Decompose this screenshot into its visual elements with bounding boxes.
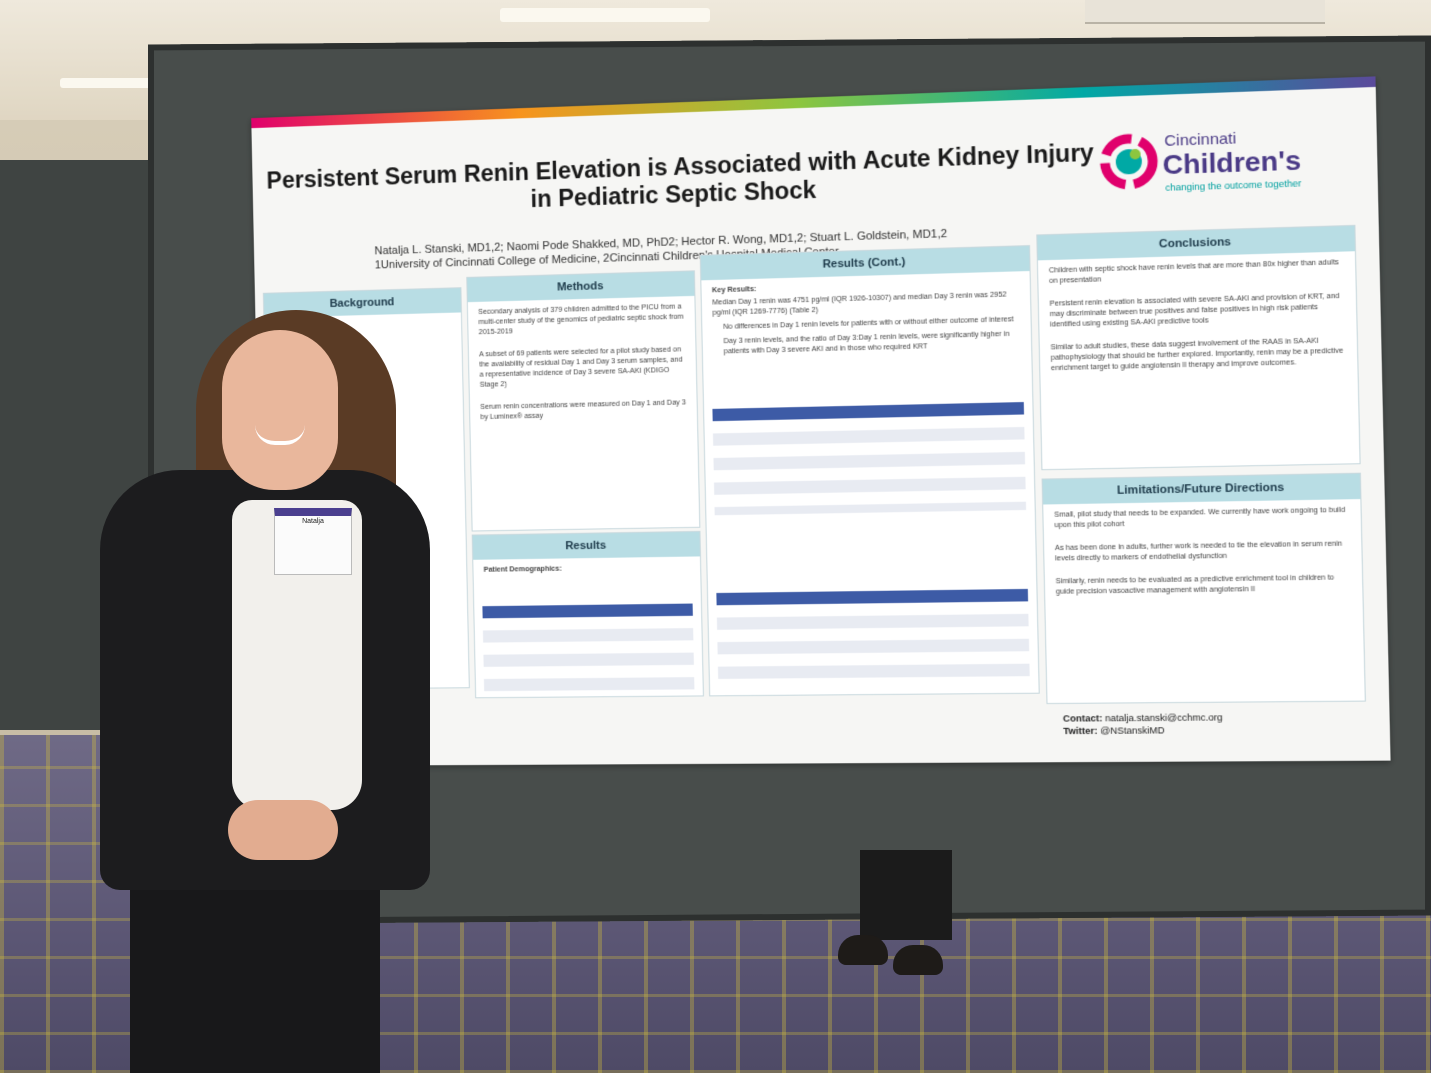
cincinnati-childrens-logo: Cincinnati Children's changing the outco…	[1099, 119, 1364, 201]
methods-item: A subset of 69 patients were selected fo…	[479, 346, 683, 389]
results-heading: Results	[472, 531, 700, 560]
limitation-item: Small, pilot study that needs to be expa…	[1054, 506, 1346, 530]
conclusion-item: Similar to adult studies, these data sug…	[1050, 337, 1344, 373]
risk-stratified-table	[716, 588, 1030, 688]
presenter-smile	[255, 425, 305, 445]
limitation-item: Similarly, renin needs to be evaluated a…	[1055, 574, 1335, 596]
conclusions-section: Conclusions Children with septic shock h…	[1036, 224, 1361, 471]
renin-levels-table	[712, 402, 1027, 516]
limitations-section: Limitations/Future Directions Small, pil…	[1041, 472, 1366, 705]
logo-line-2: Children's	[1162, 144, 1302, 181]
demographics-table	[482, 603, 695, 695]
limitation-item: As has been done in adults, further work…	[1054, 540, 1343, 563]
conclusion-item: Persistent renin elevation is associated…	[1049, 292, 1340, 329]
results-cont-section: Results (Cont.) Key Results: Median Day …	[699, 245, 1040, 697]
name-badge: Natalja	[274, 508, 352, 575]
ceiling-light	[500, 8, 710, 22]
badge-name: Natalja	[302, 518, 324, 525]
poster-title: Persistent Serum Renin Elevation is Asso…	[266, 138, 1095, 213]
shoe	[893, 945, 943, 975]
patient-demographics-label: Patient Demographics:	[483, 565, 562, 574]
presenter-hands	[228, 800, 338, 860]
contact-info: Contact: natalja.stanski@cchmc.org Twitt…	[1063, 711, 1223, 737]
contact-email: natalja.stanski@cchmc.org	[1105, 712, 1223, 724]
ceiling-vent	[1085, 0, 1325, 24]
ceiling-light	[60, 78, 210, 88]
methods-item: Secondary analysis of 379 children admit…	[478, 303, 684, 337]
methods-section: Methods Secondary analysis of 379 childr…	[466, 270, 701, 532]
presenter-face	[222, 330, 338, 490]
shoe	[838, 935, 888, 965]
person-legs-behind-board	[860, 850, 952, 940]
contact-label: Contact:	[1062, 713, 1103, 724]
methods-item: Serum renin concentrations were measured…	[480, 399, 686, 422]
results-section: Results Patient Demographics:	[471, 530, 704, 699]
logo-mark-icon	[1099, 133, 1159, 191]
twitter-handle: @NStanskiMD	[1100, 725, 1165, 736]
twitter-label: Twitter:	[1063, 725, 1098, 737]
